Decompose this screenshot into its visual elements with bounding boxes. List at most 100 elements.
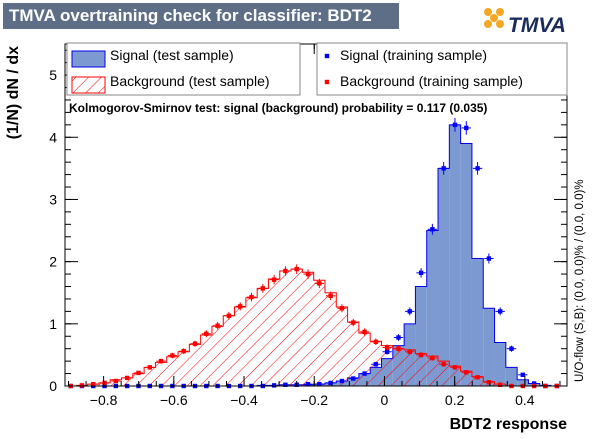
background-test-bar	[404, 349, 416, 386]
marker	[407, 349, 412, 354]
marker	[328, 380, 333, 386]
background-train-point	[439, 361, 449, 367]
marker	[294, 266, 299, 272]
marker	[407, 309, 412, 314]
legend: Signal (test sample) Signal (training sam…	[66, 42, 568, 96]
signal-train-point	[506, 345, 517, 352]
marker	[452, 365, 458, 370]
marker	[181, 348, 186, 354]
legend-marker	[324, 53, 330, 59]
marker	[192, 341, 198, 346]
background-test-bar	[415, 353, 427, 386]
background-test-bar	[223, 315, 235, 386]
y-tick-label: 5	[49, 67, 57, 83]
signal-train-point	[495, 307, 505, 316]
marker	[351, 376, 356, 381]
x-tick-label: −0.8	[90, 392, 118, 408]
background-test-bar	[121, 377, 133, 386]
signal-train-point	[439, 162, 449, 175]
background-test-bar	[234, 307, 246, 386]
legend-label: Signal (test sample)	[110, 47, 234, 63]
background-train-point	[246, 292, 257, 302]
background-train-point	[348, 318, 358, 327]
background-train-point	[235, 302, 245, 311]
chart-title: TMVA overtraining check for classifier: …	[3, 3, 399, 29]
marker	[271, 277, 277, 282]
background-test-bar	[426, 356, 439, 386]
signal-train-point	[337, 378, 347, 384]
underflow-overflow-note: U/O-flow (S,B): (0.0, 0.0)% / (0.0, 0.0)…	[574, 179, 586, 382]
signal-test-bar	[415, 286, 427, 386]
legend-swatch-background	[71, 76, 106, 94]
marker	[91, 381, 96, 387]
marker	[486, 380, 492, 385]
background-test-bar	[358, 333, 371, 386]
marker	[373, 339, 379, 345]
marker	[486, 256, 492, 261]
marker	[339, 306, 345, 311]
background-train-point	[156, 358, 166, 364]
y-tick-label: 4	[49, 129, 57, 145]
background-test-bar	[381, 345, 393, 386]
y-tick-label: 1	[49, 316, 57, 332]
tmva-logo: TMVA	[484, 8, 566, 37]
signal-train-point	[416, 268, 426, 278]
signal-test-bar	[494, 342, 506, 386]
marker	[147, 365, 152, 370]
marker	[475, 166, 480, 171]
background-train-point	[280, 266, 291, 276]
marker	[430, 227, 435, 232]
y-tick-label: 2	[49, 254, 57, 270]
background-train-point	[497, 382, 503, 387]
signal-train-point	[314, 381, 324, 387]
signal-train-point	[461, 121, 471, 135]
y-tick-label: 3	[49, 191, 57, 207]
marker	[305, 381, 311, 387]
marker	[102, 380, 107, 386]
background-test-bar	[313, 280, 325, 386]
background-test-bar	[200, 335, 212, 386]
marker	[328, 293, 333, 299]
background-train-point	[405, 348, 415, 355]
marker	[305, 271, 311, 277]
signal-train-point	[359, 371, 370, 376]
background-test-bar	[279, 270, 292, 386]
marker	[317, 381, 322, 387]
logo-text: TMVA	[508, 14, 566, 37]
background-train-point	[258, 283, 268, 293]
background-test-bar	[302, 272, 314, 386]
marker	[464, 125, 469, 131]
legend-item-background-test: Background (test sample)	[71, 73, 270, 94]
x-tick-label: −0.4	[230, 392, 258, 408]
marker	[441, 362, 446, 367]
x-tick-label: 0	[381, 392, 389, 408]
background-test-bar	[392, 348, 405, 386]
background-train-point	[201, 330, 211, 338]
signal-test-bar	[483, 308, 495, 386]
background-test-bar	[155, 362, 167, 386]
signal-train-point	[484, 253, 494, 264]
background-train-point	[79, 383, 85, 388]
marker	[396, 335, 401, 340]
x-tick-label: −0.2	[300, 392, 328, 408]
legend-label: Background (training sample)	[340, 73, 523, 89]
legend-label: Signal (training sample)	[340, 47, 487, 63]
background-train-point	[337, 304, 347, 313]
marker	[158, 358, 164, 364]
marker	[226, 313, 232, 318]
marker	[384, 345, 390, 350]
background-test-bar	[324, 292, 337, 386]
marker	[452, 122, 458, 128]
signal-train-point	[518, 372, 528, 378]
marker	[362, 329, 367, 335]
background-train-point	[450, 365, 460, 370]
legend-box-left	[66, 42, 301, 96]
signal-train-point	[371, 361, 381, 367]
background-train-point	[371, 338, 381, 346]
marker	[170, 353, 175, 358]
background-test-bar	[178, 351, 190, 386]
marker	[497, 309, 503, 314]
x-tick-label: −0.6	[160, 392, 188, 408]
signal-train-point	[405, 307, 415, 316]
